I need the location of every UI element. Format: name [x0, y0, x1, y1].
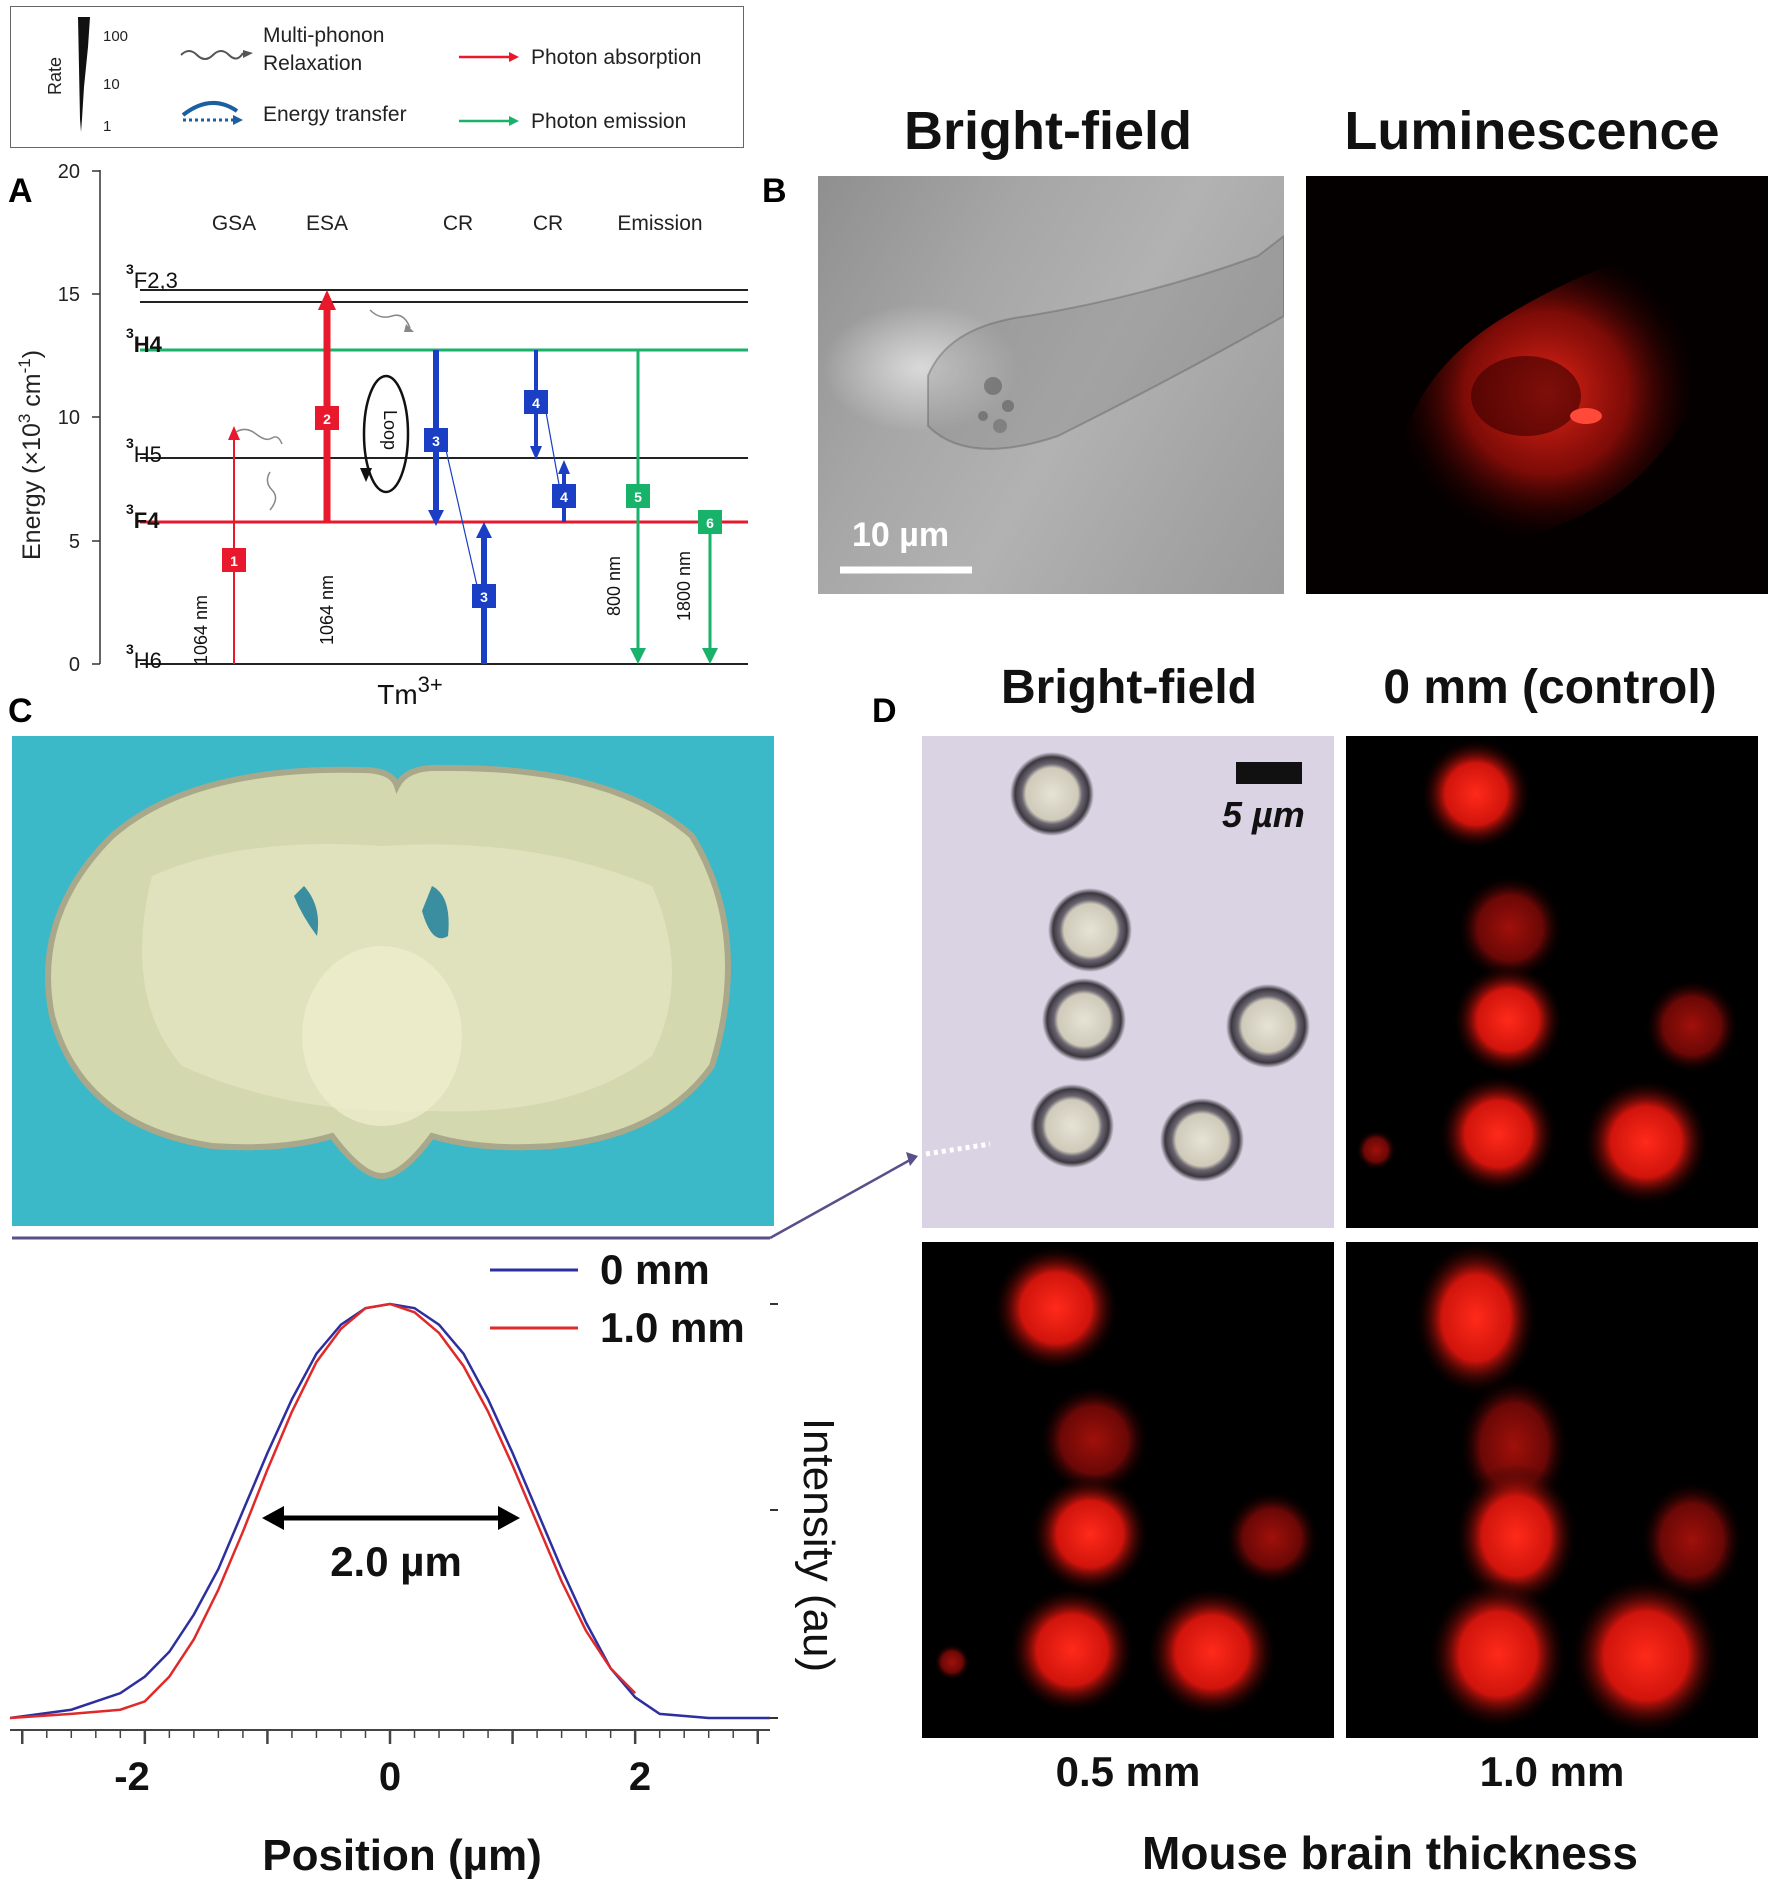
loop-label: Loop [380, 410, 400, 450]
brain-slice-image [12, 736, 774, 1226]
emission-800-label: 800 nm [604, 556, 624, 616]
label-1.0mm: 1.0 mm [1479, 1748, 1625, 1795]
column-cr-2: CR [533, 212, 563, 235]
bead-brightfield-image: 5 µm [922, 736, 1334, 1228]
scale-bar-label-10um: 10 µm [852, 516, 950, 554]
y-tick-0: 0 [69, 654, 80, 676]
panel-letter-a: A [8, 172, 33, 210]
energy-axis-label: Energy (×103 cm-1) [15, 350, 46, 560]
step-5: 5 [634, 489, 642, 505]
x-tick-2: 2 [629, 1755, 651, 1799]
step-4b: 4 [560, 489, 568, 505]
step-3a: 3 [432, 433, 440, 449]
column-gsa: GSA [212, 212, 256, 235]
step-5-box [626, 484, 650, 508]
bead-luminescence-0.5mm [922, 1242, 1334, 1738]
y-tick-20: 20 [58, 161, 80, 183]
step-2: 2 [323, 411, 331, 427]
series-line-1 [9, 1302, 637, 1720]
panel-b-title-luminescence: Luminescence [1344, 101, 1720, 161]
gsa-wavelength: 1064 nm [191, 595, 211, 665]
panel-letter-d: D [872, 692, 897, 730]
rate-tick-100: 100 [103, 28, 128, 45]
label-3H5: 3H5 [126, 435, 162, 467]
step-3b: 3 [480, 589, 488, 605]
legend-photon-emission: Photon emission [531, 110, 686, 133]
series-line-0 [9, 1302, 770, 1720]
column-esa: ESA [306, 212, 348, 235]
legend-label-0mm: 0 mm [600, 1246, 710, 1293]
fwhm-label: 2.0 µm [330, 1538, 462, 1585]
panel-d-title-control: 0 mm (control) [1383, 661, 1717, 714]
column-cr-1: CR [443, 212, 473, 235]
step-4a: 4 [532, 395, 540, 411]
panel-letter-c: C [8, 692, 33, 730]
panel-b-title-brightfield: Bright-field [904, 101, 1192, 161]
legend-photon-absorption: Photon absorption [531, 46, 701, 69]
step-6-box [698, 510, 722, 534]
emission-1800-label: 1800 nm [674, 551, 694, 621]
step-3a-box [424, 428, 448, 452]
ion-label: Tm3+ [377, 672, 443, 710]
label-3H4: 3H4 [126, 325, 163, 357]
step-1-box [222, 548, 246, 572]
line-profile-chart: -2 0 2 Position (µm) 0 mm 1.0 mm 2.0 µm [9, 1246, 778, 1880]
esa-wavelength: 1064 nm [317, 575, 337, 645]
y-tick-5: 5 [69, 531, 80, 553]
column-emission: Emission [617, 212, 702, 235]
brightfield-cell-image: 10 µm [818, 176, 1284, 594]
x-tick-neg2: -2 [114, 1755, 150, 1799]
step-1: 1 [230, 553, 238, 569]
label-3F4: 3F4 [126, 501, 160, 533]
intensity-axis-label: Intensity (au) [794, 1417, 843, 1673]
rate-tick-1: 1 [103, 118, 111, 135]
mouse-brain-thickness-label: Mouse brain thickness [1142, 1827, 1638, 1879]
y-tick-15: 15 [58, 284, 80, 306]
panel-d-title-brightfield: Bright-field [1001, 661, 1257, 714]
step-3b-box [472, 584, 496, 608]
bead-luminescence-1.0mm [1346, 1242, 1758, 1738]
step-6: 6 [706, 515, 714, 531]
step-4b-box [552, 484, 576, 508]
energy-transfer-arc-icon [181, 101, 239, 117]
legend-relaxation: Relaxation [263, 52, 362, 75]
label-3H6: 3H6 [126, 641, 162, 673]
panel-letter-b: B [762, 172, 787, 210]
label-0.5mm: 0.5 mm [1055, 1748, 1201, 1795]
luminescence-cell-image [1306, 176, 1768, 594]
legend-graphics: Rate 100 10 1 Multi-phonon Relaxation En… [45, 17, 701, 135]
rate-wedge-icon [78, 17, 90, 132]
scale-bar-label-5um: 5 µm [1222, 794, 1305, 835]
scale-bar-5um [1236, 762, 1302, 784]
x-tick-0: 0 [379, 1755, 401, 1799]
loop-ellipse [362, 374, 410, 494]
energy-legend: Rate 100 10 1 Multi-phonon Relaxation En… [10, 6, 744, 148]
position-axis-label: Position (µm) [262, 1831, 542, 1880]
label-3F23: 3F2,3 [126, 261, 178, 293]
rate-label: Rate [45, 57, 65, 95]
legend-multiphonon: Multi-phonon [263, 24, 384, 47]
legend-energy-transfer: Energy transfer [263, 103, 407, 126]
y-tick-10: 10 [58, 407, 80, 429]
step-2-box [315, 406, 339, 430]
energy-level-diagram: 0 5 10 15 20 Energy (×103 cm-1) GSA ESA … [15, 161, 748, 710]
step-4a-box [524, 390, 548, 414]
rate-tick-10: 10 [103, 76, 120, 93]
legend-label-1mm: 1.0 mm [600, 1304, 745, 1351]
multiphonon-wavy-icon [180, 50, 244, 60]
bead-luminescence-0mm [1346, 736, 1758, 1228]
